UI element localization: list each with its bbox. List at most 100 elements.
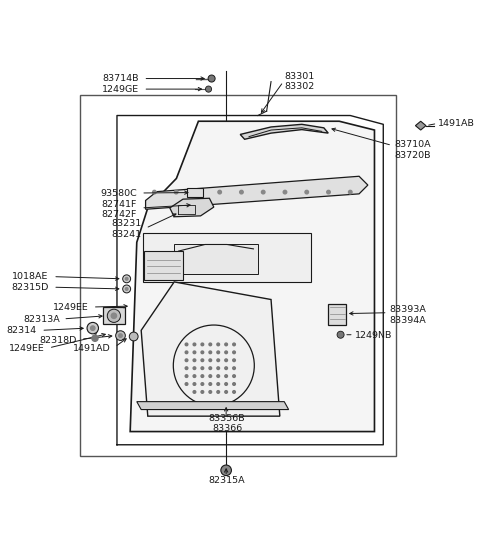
- Circle shape: [283, 190, 287, 194]
- Circle shape: [233, 375, 235, 377]
- Text: 82315D: 82315D: [12, 282, 49, 292]
- Circle shape: [225, 391, 228, 393]
- Circle shape: [185, 375, 188, 377]
- Polygon shape: [328, 304, 346, 325]
- Circle shape: [193, 343, 196, 346]
- Polygon shape: [174, 245, 258, 274]
- Circle shape: [233, 391, 235, 393]
- Circle shape: [196, 190, 200, 194]
- Circle shape: [209, 351, 212, 354]
- Circle shape: [233, 359, 235, 361]
- Polygon shape: [145, 176, 368, 209]
- Circle shape: [193, 367, 196, 370]
- Circle shape: [225, 383, 228, 385]
- Circle shape: [217, 383, 219, 385]
- Circle shape: [233, 351, 235, 354]
- Circle shape: [123, 275, 131, 283]
- Circle shape: [92, 335, 98, 341]
- Circle shape: [111, 313, 117, 319]
- Circle shape: [108, 309, 120, 322]
- Circle shape: [129, 332, 138, 341]
- Circle shape: [337, 331, 344, 338]
- Polygon shape: [187, 188, 203, 197]
- Circle shape: [221, 465, 231, 476]
- Circle shape: [240, 190, 243, 194]
- Circle shape: [185, 383, 188, 385]
- Circle shape: [233, 343, 235, 346]
- Polygon shape: [144, 234, 311, 282]
- Polygon shape: [103, 307, 125, 324]
- Polygon shape: [240, 124, 328, 139]
- Polygon shape: [415, 121, 426, 130]
- Circle shape: [193, 383, 196, 385]
- Circle shape: [119, 334, 122, 337]
- Circle shape: [225, 343, 228, 346]
- Circle shape: [225, 367, 228, 370]
- Text: 82318D: 82318D: [39, 336, 76, 345]
- Circle shape: [209, 343, 212, 346]
- Circle shape: [218, 190, 221, 194]
- Polygon shape: [170, 198, 214, 217]
- Text: 83393A
83394A: 83393A 83394A: [389, 305, 426, 325]
- Text: 1491AB: 1491AB: [438, 119, 475, 128]
- Circle shape: [153, 190, 156, 194]
- Circle shape: [201, 351, 204, 354]
- Polygon shape: [144, 251, 183, 280]
- Circle shape: [225, 351, 228, 354]
- Text: 1249GE: 1249GE: [102, 84, 139, 94]
- Text: 1491AD: 1491AD: [72, 344, 110, 354]
- Bar: [80, 95, 396, 456]
- Circle shape: [209, 391, 212, 393]
- Circle shape: [205, 86, 212, 92]
- Circle shape: [209, 359, 212, 361]
- Circle shape: [217, 351, 219, 354]
- Text: 82741F
82742F: 82741F 82742F: [101, 200, 137, 219]
- Circle shape: [217, 343, 219, 346]
- Circle shape: [208, 75, 215, 82]
- Circle shape: [185, 343, 188, 346]
- Circle shape: [217, 375, 219, 377]
- Circle shape: [201, 383, 204, 385]
- Polygon shape: [137, 402, 288, 410]
- Text: 93580C: 93580C: [100, 189, 137, 198]
- Circle shape: [233, 367, 235, 370]
- Text: 82313A: 82313A: [23, 315, 60, 324]
- Polygon shape: [130, 121, 374, 432]
- Text: 1249NB: 1249NB: [355, 331, 392, 340]
- Circle shape: [217, 359, 219, 361]
- Circle shape: [201, 367, 204, 370]
- Circle shape: [201, 343, 204, 346]
- Circle shape: [193, 391, 196, 393]
- Text: 82314: 82314: [7, 326, 37, 335]
- Circle shape: [262, 190, 265, 194]
- Circle shape: [123, 285, 131, 293]
- Circle shape: [209, 383, 212, 385]
- Circle shape: [87, 322, 98, 334]
- Circle shape: [217, 367, 219, 370]
- Circle shape: [225, 375, 228, 377]
- Text: 83714B: 83714B: [102, 74, 139, 83]
- Circle shape: [185, 351, 188, 354]
- Circle shape: [201, 359, 204, 361]
- Circle shape: [193, 351, 196, 354]
- Circle shape: [125, 287, 128, 290]
- Text: 83231
83241: 83231 83241: [111, 219, 141, 239]
- Circle shape: [348, 190, 352, 194]
- Text: 83710A
83720B: 83710A 83720B: [394, 140, 431, 159]
- Circle shape: [174, 190, 178, 194]
- Circle shape: [217, 391, 219, 393]
- Circle shape: [201, 375, 204, 377]
- Circle shape: [233, 383, 235, 385]
- Circle shape: [185, 367, 188, 370]
- Circle shape: [209, 367, 212, 370]
- Text: 1249EE: 1249EE: [9, 344, 44, 354]
- Text: 83356B
83366: 83356B 83366: [209, 414, 245, 433]
- Text: 83301
83302: 83301 83302: [284, 72, 314, 92]
- Circle shape: [201, 391, 204, 393]
- Text: 1249EE: 1249EE: [53, 303, 88, 312]
- Circle shape: [116, 331, 125, 340]
- Circle shape: [327, 190, 330, 194]
- Text: 82315A: 82315A: [209, 476, 245, 486]
- Circle shape: [193, 375, 196, 377]
- Circle shape: [125, 278, 128, 280]
